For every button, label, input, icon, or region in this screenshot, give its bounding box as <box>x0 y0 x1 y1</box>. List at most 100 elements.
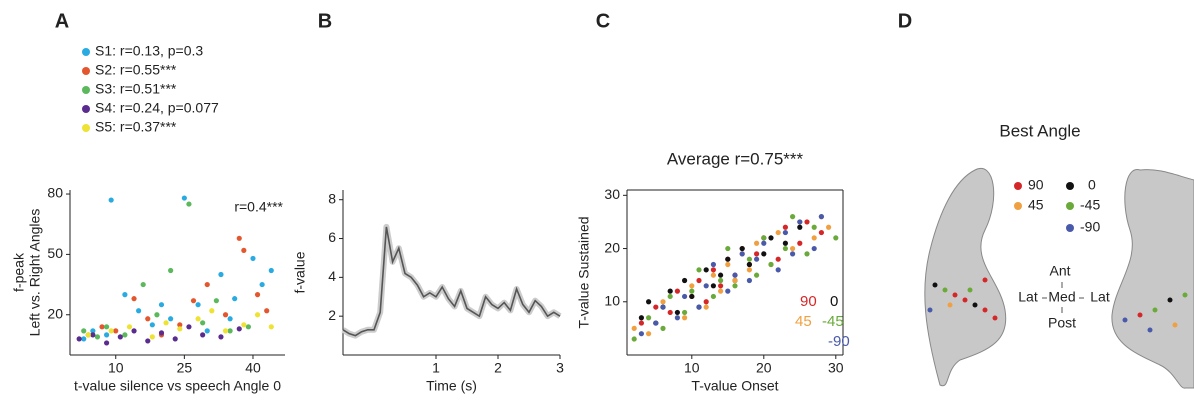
point <box>76 336 82 342</box>
legend-label: S4: r=0.24, p=0.077 <box>95 100 219 116</box>
point <box>218 271 224 278</box>
point <box>222 328 229 334</box>
point <box>264 308 270 314</box>
point <box>674 288 681 294</box>
point <box>108 328 114 334</box>
point <box>703 267 709 273</box>
point <box>94 334 101 340</box>
point <box>790 251 796 257</box>
point <box>682 293 688 300</box>
point <box>739 245 745 252</box>
point <box>761 251 767 257</box>
y-tick-label: 10 <box>604 292 620 308</box>
point <box>790 245 796 252</box>
legend-label: S2: r=0.55*** <box>95 62 177 78</box>
point <box>768 261 774 268</box>
point <box>149 322 155 328</box>
point <box>268 267 274 274</box>
point <box>710 261 717 268</box>
error-band <box>341 223 562 339</box>
legend-label: 45 <box>795 313 812 330</box>
point <box>204 281 210 288</box>
legend-dot <box>1066 224 1074 232</box>
panel-label: B <box>318 10 332 32</box>
chart-title: Average r=0.75*** <box>667 149 804 168</box>
point <box>131 296 137 302</box>
point <box>103 324 110 330</box>
point <box>761 240 767 246</box>
point <box>653 320 659 326</box>
point <box>826 224 832 230</box>
point <box>254 292 261 298</box>
point <box>145 316 151 322</box>
x-axis-label: T-value Onset <box>691 378 778 394</box>
legend-dot <box>82 67 90 75</box>
point <box>149 334 155 340</box>
point <box>710 283 717 289</box>
point <box>646 315 652 321</box>
point <box>158 302 165 308</box>
y-tick-label: 20 <box>604 239 620 255</box>
point <box>696 267 702 273</box>
panel-label: D <box>898 10 912 32</box>
point <box>126 324 133 330</box>
point <box>245 324 252 330</box>
legend-dot <box>1066 182 1074 190</box>
y-tick-label: 2 <box>328 307 336 323</box>
orientation-label: Ant <box>1049 263 1070 279</box>
point <box>804 251 810 257</box>
brain-title: Best Angle <box>999 121 1080 140</box>
point <box>797 219 803 225</box>
y-tick-label: 20 <box>47 305 63 321</box>
point <box>195 316 201 322</box>
point <box>696 277 702 284</box>
y-tick-label: 8 <box>328 190 336 206</box>
legend-label: -90 <box>1080 219 1100 235</box>
point <box>754 240 760 246</box>
orientation-label: Lat <box>1090 289 1110 305</box>
point <box>222 312 229 318</box>
point <box>797 224 803 230</box>
point <box>833 235 839 241</box>
point <box>172 336 178 342</box>
point <box>718 272 724 278</box>
point <box>746 261 753 268</box>
point <box>236 235 242 241</box>
legend-label: S5: r=0.37*** <box>95 119 177 135</box>
point <box>725 288 731 294</box>
point <box>710 267 717 273</box>
point <box>703 304 709 310</box>
point <box>703 283 709 289</box>
point <box>113 328 119 334</box>
point <box>241 322 247 328</box>
point <box>250 255 256 262</box>
point <box>775 256 781 262</box>
point <box>81 336 87 342</box>
point <box>674 309 681 316</box>
point <box>746 277 753 284</box>
point <box>638 320 645 326</box>
point <box>638 315 645 321</box>
point <box>158 330 165 336</box>
legend-dot <box>82 124 90 132</box>
point <box>646 331 652 337</box>
brain-left <box>924 167 1007 387</box>
point <box>177 326 183 332</box>
point <box>754 251 760 257</box>
point <box>754 256 760 262</box>
y-axis-label: Left vs. Right Angles <box>27 209 43 337</box>
legend-label: S3: r=0.51*** <box>95 81 177 97</box>
point <box>689 293 695 300</box>
x-axis-label: Time (s) <box>426 378 477 394</box>
point <box>117 334 123 340</box>
orientation-label: Post <box>1048 315 1076 331</box>
point <box>710 272 717 278</box>
point <box>195 302 201 308</box>
point <box>674 315 681 321</box>
point <box>154 312 160 318</box>
point <box>782 224 789 230</box>
legend-dot <box>82 86 90 94</box>
point <box>186 201 192 207</box>
legend-dot <box>82 48 90 56</box>
